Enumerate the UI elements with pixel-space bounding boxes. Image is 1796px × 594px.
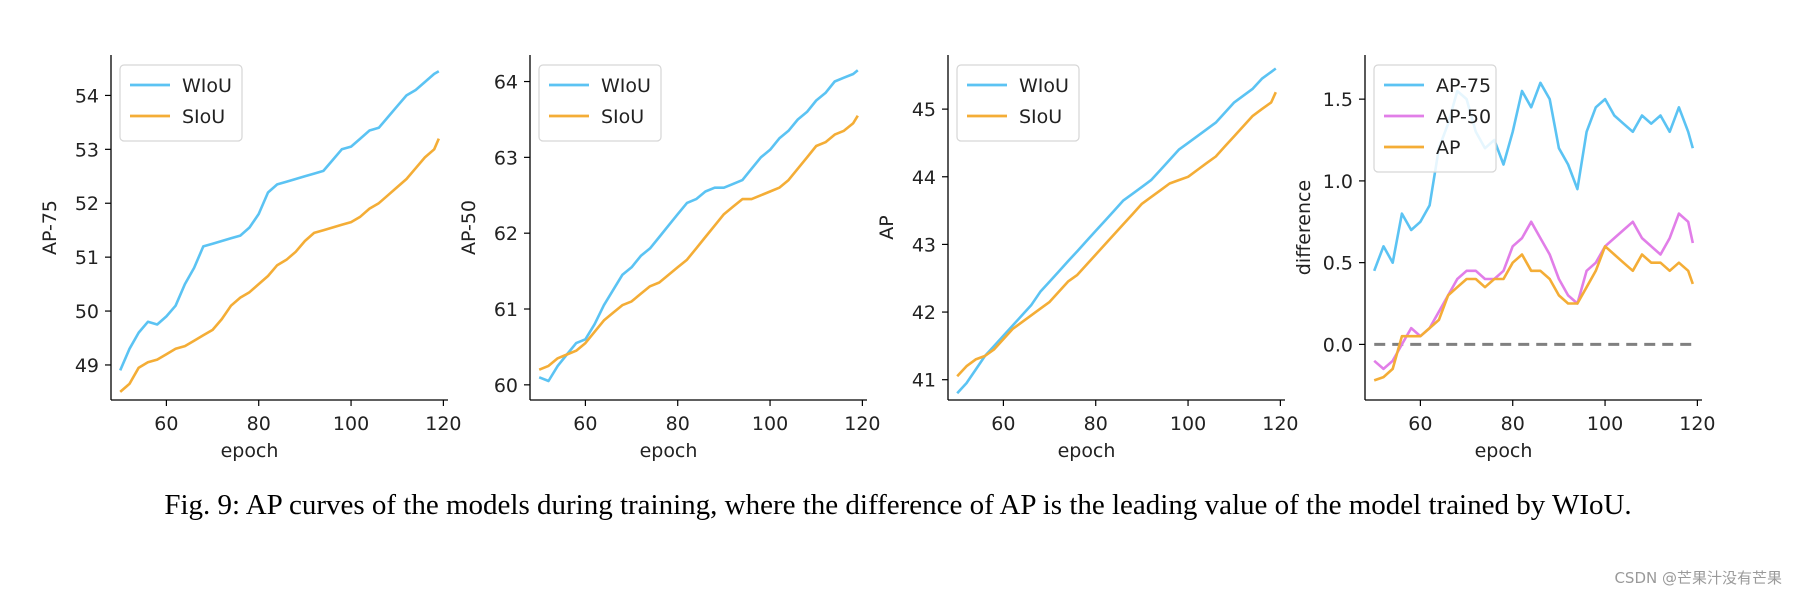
legend-label: SIoU [1019,106,1062,128]
series-line-siou [119,138,440,393]
x-tick-label: 100 [752,413,788,435]
legend-label: WIoU [1019,75,1069,97]
charts-figure: 60 80 100 120 49 50 51 52 53 54 epoch AP-75 WIoU SIoU… [39,55,1716,462]
x-axis-label: epoch [1475,440,1533,462]
x-tick-label: 60 [154,413,178,435]
x-tick-label: 80 [666,413,690,435]
y-tick-label: 42 [912,302,936,324]
y-tick-label: 51 [75,247,99,269]
series-line-wiou [956,67,1277,395]
y-tick-label: 61 [494,299,518,321]
y-tick-label: 53 [75,139,99,161]
y-tick-label: 54 [75,85,99,107]
y-tick-label: 45 [912,99,936,121]
series-line-wiou [538,69,859,383]
x-tick-label: 100 [333,413,369,435]
chart-panel-3: 60 80 100 120 41 42 43 44 45 epoch AP WIoU SIoU [876,55,1299,462]
y-tick-label: 64 [494,72,518,94]
x-tick-label: 120 [844,413,880,435]
x-axis-label: epoch [221,440,279,462]
legend-label: SIoU [182,106,225,128]
legend-label: WIoU [182,75,232,97]
y-tick-label: 63 [494,147,518,169]
y-axis-label: AP-50 [458,200,480,255]
y-tick-label: 49 [75,355,99,377]
legend-box [1373,64,1497,173]
figure-caption: Fig. 9: AP curves of the models during t… [164,489,1632,521]
y-tick-label: 41 [912,370,936,392]
x-axis-label: epoch [1058,440,1116,462]
watermark: CSDN @芒果汁没有芒果 [1614,569,1782,587]
legend-label: SIoU [601,106,644,128]
y-axis-label: AP-75 [39,200,61,255]
x-tick-label: 120 [425,413,461,435]
y-tick-label: 1.0 [1323,171,1353,193]
legend-label: AP [1436,137,1460,159]
x-tick-label: 60 [991,413,1015,435]
x-axis-label: epoch [640,440,698,462]
y-tick-label: 62 [494,223,518,245]
legend-label: WIoU [601,75,651,97]
series-line-siou [538,115,859,371]
y-tick-label: 60 [494,375,518,397]
x-tick-label: 120 [1262,413,1298,435]
series-line-ap-75 [1372,81,1695,272]
legend-label: AP-75 [1436,75,1491,97]
y-tick-label: 52 [75,193,99,215]
legend-label: AP-50 [1436,106,1491,128]
chart-panel-2: 60 80 100 120 60 61 62 63 64 epoch AP-50 WIoU SIoU [458,55,881,462]
y-tick-label: 0.5 [1323,253,1353,275]
x-tick-label: 100 [1587,413,1623,435]
y-axis-label: AP [876,215,898,239]
x-tick-label: 80 [247,413,271,435]
y-tick-label: 0.0 [1323,334,1353,356]
series-line-wiou [119,70,440,371]
y-axis-label: difference [1293,180,1315,275]
x-tick-label: 80 [1501,413,1525,435]
x-tick-label: 60 [573,413,597,435]
y-tick-label: 1.5 [1323,89,1353,111]
x-tick-label: 60 [1408,413,1432,435]
y-tick-label: 44 [912,167,936,189]
x-tick-label: 100 [1170,413,1206,435]
x-tick-label: 120 [1679,413,1715,435]
series-line-ap [1373,245,1695,382]
series-line-siou [956,91,1277,378]
y-tick-label: 50 [75,301,99,323]
y-tick-label: 43 [912,234,936,256]
chart-panel-4: 60 80 100 120 0.0 0.5 1.0 1.5 epoch difference AP-… [1293,55,1716,462]
chart-panel-1: 60 80 100 120 49 50 51 52 53 54 epoch AP-75 WIoU SIoU [39,55,462,462]
x-tick-label: 80 [1084,413,1108,435]
